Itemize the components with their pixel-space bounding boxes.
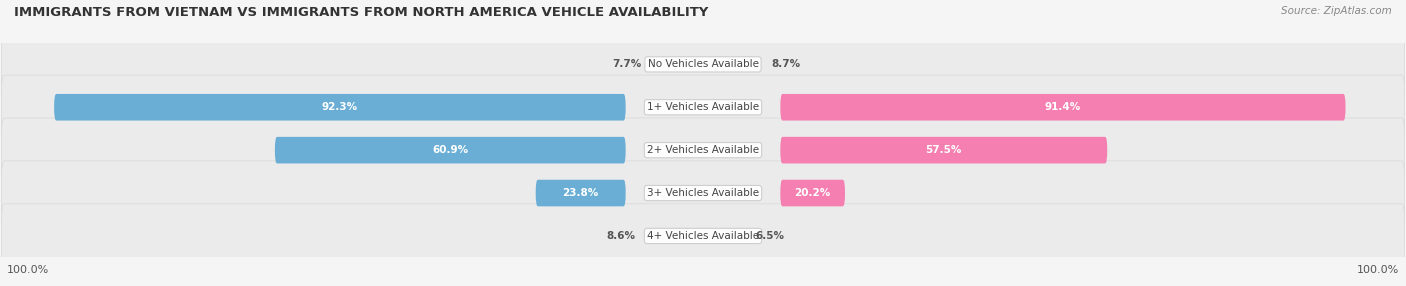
- Text: IMMIGRANTS FROM VIETNAM VS IMMIGRANTS FROM NORTH AMERICA VEHICLE AVAILABILITY: IMMIGRANTS FROM VIETNAM VS IMMIGRANTS FR…: [14, 6, 709, 19]
- Text: 6.5%: 6.5%: [756, 231, 785, 241]
- FancyBboxPatch shape: [536, 180, 626, 206]
- Text: 3+ Vehicles Available: 3+ Vehicles Available: [647, 188, 759, 198]
- FancyBboxPatch shape: [780, 94, 1346, 120]
- Text: 20.2%: 20.2%: [794, 188, 831, 198]
- FancyBboxPatch shape: [1, 75, 1405, 139]
- Text: Source: ZipAtlas.com: Source: ZipAtlas.com: [1281, 6, 1392, 16]
- FancyBboxPatch shape: [1, 118, 1405, 182]
- Text: 100.0%: 100.0%: [1357, 265, 1399, 275]
- Text: 60.9%: 60.9%: [432, 145, 468, 155]
- Text: 2+ Vehicles Available: 2+ Vehicles Available: [647, 145, 759, 155]
- FancyBboxPatch shape: [1, 204, 1405, 268]
- FancyBboxPatch shape: [1, 161, 1405, 225]
- FancyBboxPatch shape: [780, 137, 1108, 163]
- Text: 91.4%: 91.4%: [1045, 102, 1081, 112]
- Text: 1+ Vehicles Available: 1+ Vehicles Available: [647, 102, 759, 112]
- Text: 4+ Vehicles Available: 4+ Vehicles Available: [647, 231, 759, 241]
- FancyBboxPatch shape: [53, 94, 626, 120]
- Text: 57.5%: 57.5%: [925, 145, 962, 155]
- Text: 23.8%: 23.8%: [562, 188, 599, 198]
- Text: No Vehicles Available: No Vehicles Available: [648, 59, 758, 69]
- Text: 8.6%: 8.6%: [606, 231, 636, 241]
- FancyBboxPatch shape: [276, 137, 626, 163]
- Text: 7.7%: 7.7%: [613, 59, 643, 69]
- Text: 100.0%: 100.0%: [7, 265, 49, 275]
- FancyBboxPatch shape: [1, 32, 1405, 96]
- Text: 92.3%: 92.3%: [322, 102, 359, 112]
- Text: 8.7%: 8.7%: [772, 59, 800, 69]
- FancyBboxPatch shape: [780, 180, 845, 206]
